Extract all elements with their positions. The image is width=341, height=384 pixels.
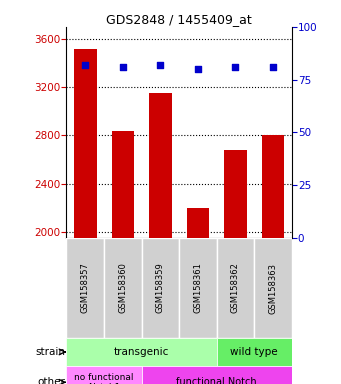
Bar (112, 131, 134, 238)
Text: other: other (38, 377, 66, 384)
Bar (149, 93, 172, 238)
Point (83, 62, 88, 68)
Text: functional Notch: functional Notch (176, 377, 257, 384)
Point (120, 64, 125, 70)
Bar (217, 338, 292, 366)
Text: GSM158359: GSM158359 (156, 263, 165, 313)
Text: GSM158360: GSM158360 (118, 263, 127, 313)
Point (233, 64, 238, 70)
Bar (66, 366, 142, 384)
Bar (66, 338, 217, 366)
Bar (179, 238, 217, 338)
Text: transgenic: transgenic (114, 347, 169, 357)
Bar (74, 49, 97, 238)
Point (270, 64, 276, 70)
Text: GSM158361: GSM158361 (193, 263, 202, 313)
Bar (254, 238, 292, 338)
Text: GSM158357: GSM158357 (81, 263, 90, 313)
Bar (66, 238, 104, 338)
Text: GSM158363: GSM158363 (268, 263, 277, 313)
Bar (217, 238, 254, 338)
Bar (142, 238, 179, 338)
Title: GDS2848 / 1455409_at: GDS2848 / 1455409_at (106, 13, 252, 26)
Point (195, 66, 201, 72)
Text: strain: strain (36, 347, 66, 357)
Bar (262, 136, 284, 238)
Bar (224, 150, 247, 238)
Point (158, 62, 163, 68)
Text: GSM158362: GSM158362 (231, 263, 240, 313)
Text: no functional
Notch1: no functional Notch1 (74, 372, 134, 384)
Text: wild type: wild type (230, 347, 278, 357)
Bar (142, 366, 292, 384)
Bar (104, 238, 142, 338)
Bar (187, 208, 209, 238)
